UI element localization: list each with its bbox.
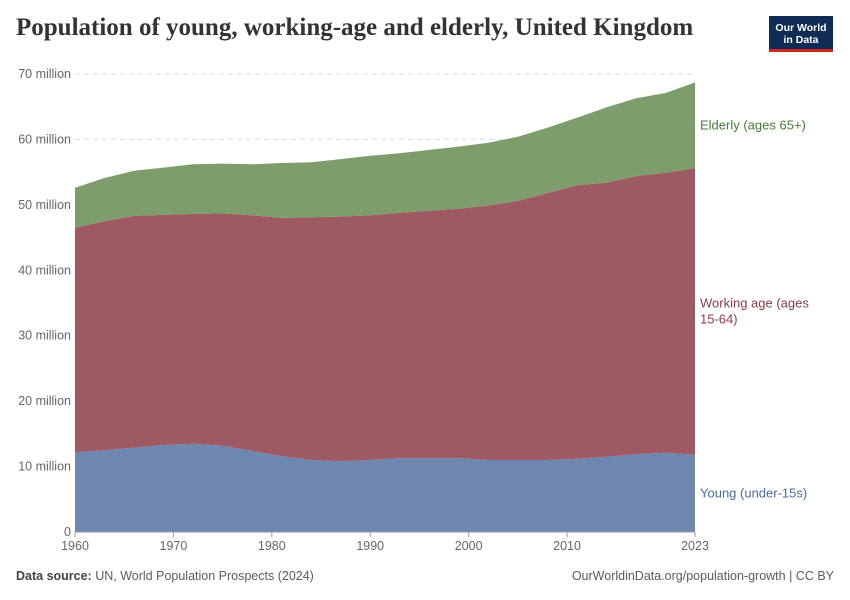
y-tick-label: 10 million — [18, 460, 71, 474]
area-series — [75, 82, 695, 532]
x-tick-label: 2023 — [681, 539, 709, 553]
owid-logo[interactable]: Our World in Data — [769, 16, 833, 52]
area-elderly — [75, 82, 695, 228]
y-tick-label: 0 — [64, 525, 71, 539]
series-end-labels: Elderly (ages 65+) Working age (ages15-64… — [700, 117, 809, 500]
series-label-young: Young (under-15s) — [700, 485, 807, 500]
logo-line-2: in Data — [783, 34, 819, 46]
x-tick-label: 1960 — [61, 539, 89, 553]
x-tick-label: 2000 — [455, 539, 483, 553]
area-chart: 0 10 million 20 million 30 million 40 millio… — [18, 67, 809, 553]
series-label-elderly: Elderly (ages 65+) — [700, 117, 806, 132]
x-tick-label: 1980 — [258, 539, 286, 553]
x-tick-label: 1970 — [160, 539, 188, 553]
data-source-text: UN, World Population Prospects (2024) — [95, 569, 314, 583]
y-axis-ticks: 0 10 million 20 million 30 million 40 millio… — [18, 67, 71, 539]
y-tick-label: 30 million — [18, 329, 71, 343]
x-axis-ticks: 1960 1970 1980 1990 2000 2010 2023 — [61, 531, 709, 553]
area-working — [75, 168, 695, 462]
source-link[interactable]: OurWorldinData.org/population-growth | C… — [571, 569, 834, 583]
y-tick-label: 20 million — [18, 394, 71, 408]
series-label-working: 15-64) — [700, 312, 738, 327]
data-source-label: Data source: — [16, 569, 92, 583]
y-tick-label: 40 million — [18, 263, 71, 277]
x-tick-label: 1990 — [356, 539, 384, 553]
area-young — [75, 443, 695, 532]
series-label-working: Working age (ages — [700, 296, 809, 311]
x-tick-label: 2010 — [553, 539, 581, 553]
data-source: Data source: UN, World Population Prospe… — [16, 569, 314, 583]
chart-title: Population of young, working-age and eld… — [16, 14, 694, 41]
logo-line-1: Our World — [775, 22, 827, 34]
y-tick-label: 50 million — [18, 198, 71, 212]
y-tick-label: 70 million — [18, 67, 71, 81]
y-tick-label: 60 million — [18, 132, 71, 146]
